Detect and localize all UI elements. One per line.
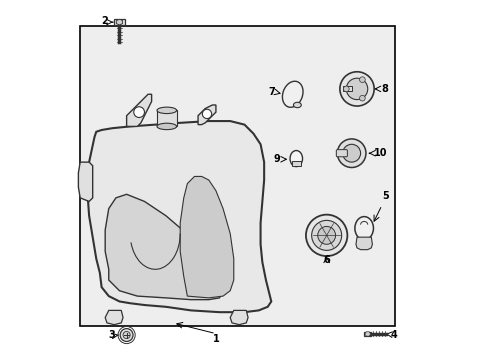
Ellipse shape — [157, 123, 176, 130]
Text: 6: 6 — [323, 255, 329, 265]
Ellipse shape — [293, 102, 301, 108]
Circle shape — [339, 72, 373, 106]
Polygon shape — [114, 19, 124, 24]
Polygon shape — [355, 237, 372, 249]
Polygon shape — [198, 105, 216, 125]
Polygon shape — [364, 332, 370, 336]
FancyBboxPatch shape — [80, 26, 394, 327]
Bar — [342, 86, 351, 91]
Circle shape — [342, 144, 360, 162]
Polygon shape — [116, 19, 122, 25]
Polygon shape — [230, 310, 247, 325]
Polygon shape — [87, 121, 271, 312]
Text: 1: 1 — [212, 334, 219, 344]
Circle shape — [305, 215, 346, 256]
Circle shape — [359, 95, 365, 101]
Ellipse shape — [157, 107, 176, 113]
Circle shape — [343, 86, 348, 92]
Polygon shape — [105, 194, 223, 300]
Circle shape — [311, 220, 341, 250]
Text: 8: 8 — [381, 84, 387, 94]
Circle shape — [317, 226, 335, 244]
Text: 9: 9 — [273, 154, 280, 164]
Circle shape — [359, 77, 365, 82]
Text: 7: 7 — [267, 87, 274, 98]
Circle shape — [202, 109, 211, 118]
FancyBboxPatch shape — [336, 150, 346, 157]
Circle shape — [346, 78, 367, 100]
Polygon shape — [126, 94, 151, 126]
Circle shape — [337, 139, 365, 167]
Text: 5: 5 — [382, 191, 388, 201]
Circle shape — [120, 329, 133, 342]
Ellipse shape — [289, 150, 302, 167]
Bar — [291, 161, 300, 166]
Circle shape — [134, 107, 144, 117]
Circle shape — [123, 332, 130, 339]
Polygon shape — [364, 332, 370, 336]
Polygon shape — [78, 162, 93, 202]
Polygon shape — [105, 310, 123, 325]
Ellipse shape — [354, 217, 373, 240]
Text: 3: 3 — [108, 330, 115, 341]
Bar — [157, 111, 176, 126]
Text: 10: 10 — [373, 148, 386, 158]
Ellipse shape — [282, 81, 303, 107]
Text: 4: 4 — [390, 330, 397, 341]
Polygon shape — [180, 176, 233, 298]
Text: 2: 2 — [101, 16, 108, 26]
